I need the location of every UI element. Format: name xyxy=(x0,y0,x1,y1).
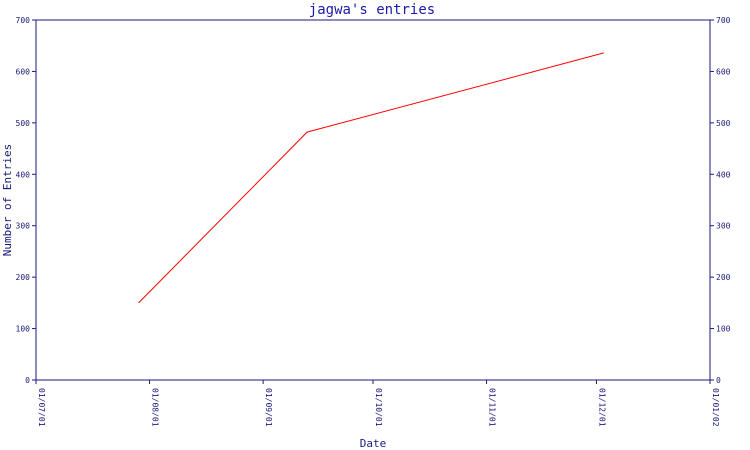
chart-title: jagwa's entries xyxy=(309,2,435,18)
x-tick-label: 01/12/01 xyxy=(597,388,606,427)
y-tick-label-right: 100 xyxy=(716,325,731,334)
y-tick-label-right: 300 xyxy=(716,222,731,231)
x-tick-label: 01/07/01 xyxy=(37,388,46,427)
y-tick-label-left: 100 xyxy=(16,325,31,334)
y-tick-label-right: 0 xyxy=(716,376,721,385)
y-tick-label-right: 400 xyxy=(716,170,731,179)
plot-frame xyxy=(35,19,711,381)
x-axis-label: Date xyxy=(360,437,387,450)
y-tick-label-right: 500 xyxy=(716,119,731,128)
y-tick-label-left: 500 xyxy=(16,119,31,128)
y-axis-label: Number of Entries xyxy=(1,144,14,257)
x-tick-label: 01/11/01 xyxy=(488,388,497,427)
y-tick-label-right: 200 xyxy=(716,273,731,282)
y-tick-label-left: 200 xyxy=(16,273,31,282)
y-axis-left: 0 100 200 300 400 500 600 700 xyxy=(16,16,36,385)
y-tick-label-right: 700 xyxy=(716,16,731,25)
x-axis: 01/07/01 01/08/01 01/09/01 01/10/01 01/11/01… xyxy=(35,380,720,427)
y-axis-right: 0 100 200 300 400 500 600 700 xyxy=(710,16,731,385)
x-tick-label: 01/09/01 xyxy=(264,388,273,427)
x-tick-label: 01/10/01 xyxy=(374,388,383,427)
x-tick-label: 01/01/02 xyxy=(711,388,720,427)
y-tick-label-left: 0 xyxy=(25,376,30,385)
y-tick-label-left: 600 xyxy=(16,67,31,76)
series-group xyxy=(138,52,604,304)
series-line xyxy=(138,52,604,304)
y-tick-label-left: 300 xyxy=(16,222,31,231)
y-tick-label-left: 700 xyxy=(16,16,31,25)
x-tick-label: 01/08/01 xyxy=(151,388,160,427)
y-tick-label-right: 600 xyxy=(716,67,731,76)
y-tick-label-left: 400 xyxy=(16,170,31,179)
